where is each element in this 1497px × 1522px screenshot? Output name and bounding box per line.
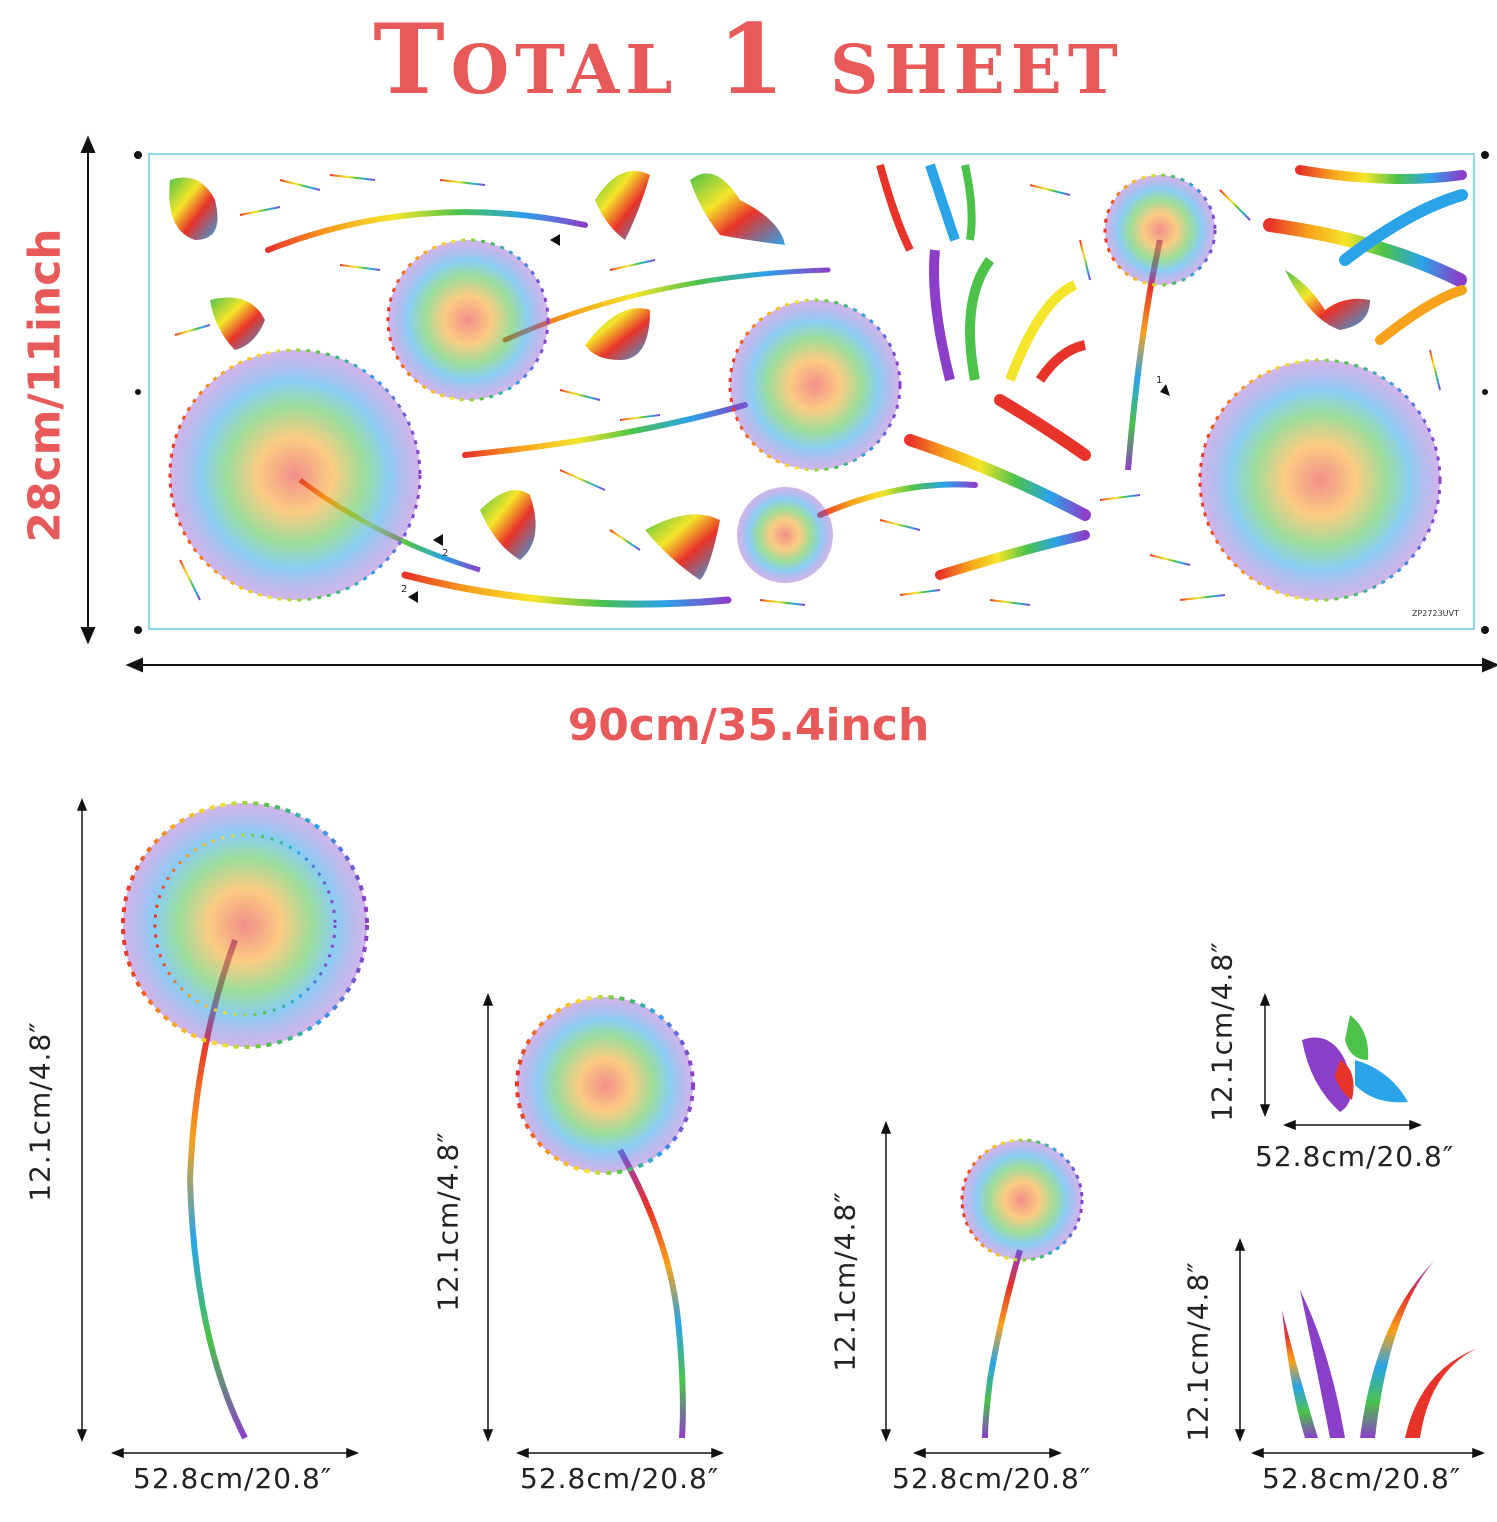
sheet-height-label: 28cm/11inch <box>19 228 71 543</box>
sheet-height-arrow <box>80 135 96 645</box>
sheet-marker-0: 1 <box>1156 375 1164 386</box>
small-dandelion-width-label: 52.8cm/20.8″ <box>892 1462 1092 1495</box>
large-dandelion-width-label: 52.8cm/20.8″ <box>133 1462 333 1495</box>
large-dandelion-height-arrow <box>76 797 88 1443</box>
grass-width-arrow <box>1250 1447 1486 1459</box>
butterfly-height-label: 12.1cm/4.8″ <box>1205 941 1239 1122</box>
grass-art <box>1282 1260 1478 1438</box>
sheet-marker-1: 2 <box>442 548 450 559</box>
page-title: Total 1 sheet <box>373 3 1124 116</box>
sheet-artwork <box>168 163 1468 608</box>
butterfly-height-arrow <box>1259 992 1271 1118</box>
sheet-markers <box>408 234 1170 603</box>
butterfly-art <box>1302 1015 1408 1112</box>
medium-dandelion-height-arrow <box>482 992 494 1443</box>
sheet-width-label: 90cm/35.4inch <box>567 700 930 751</box>
medium-dandelion-art <box>515 995 695 1439</box>
grass-width-label: 52.8cm/20.8″ <box>1262 1462 1462 1495</box>
medium-dandelion-width-label: 52.8cm/20.8″ <box>520 1462 720 1495</box>
grass-height-label: 12.1cm/4.8″ <box>1181 1261 1215 1442</box>
grass-height-arrow <box>1234 1237 1246 1443</box>
butterfly-width-label: 52.8cm/20.8″ <box>1255 1140 1455 1173</box>
small-dandelion-height-label: 12.1cm/4.8″ <box>828 1191 862 1372</box>
medium-dandelion-height-label: 12.1cm/4.8″ <box>431 1131 465 1312</box>
sheet-width-arrow <box>125 657 1497 673</box>
small-dandelion-width-arrow <box>912 1447 1063 1459</box>
large-dandelion-width-arrow <box>110 1447 360 1459</box>
sheet-corner-dots <box>134 151 1489 634</box>
butterfly-width-arrow <box>1282 1119 1423 1131</box>
medium-dandelion-width-arrow <box>515 1447 725 1459</box>
sticker-sheet-outline <box>148 153 1475 630</box>
small-dandelion-height-arrow <box>880 1120 892 1443</box>
sheet-code: ZP2723UVT <box>1412 609 1459 618</box>
large-dandelion-height-label: 12.1cm/4.8″ <box>23 1021 57 1202</box>
sheet-marker-2: 2 <box>401 584 409 595</box>
small-dandelion-art <box>960 1138 1084 1439</box>
large-dandelion-art <box>121 801 369 1440</box>
